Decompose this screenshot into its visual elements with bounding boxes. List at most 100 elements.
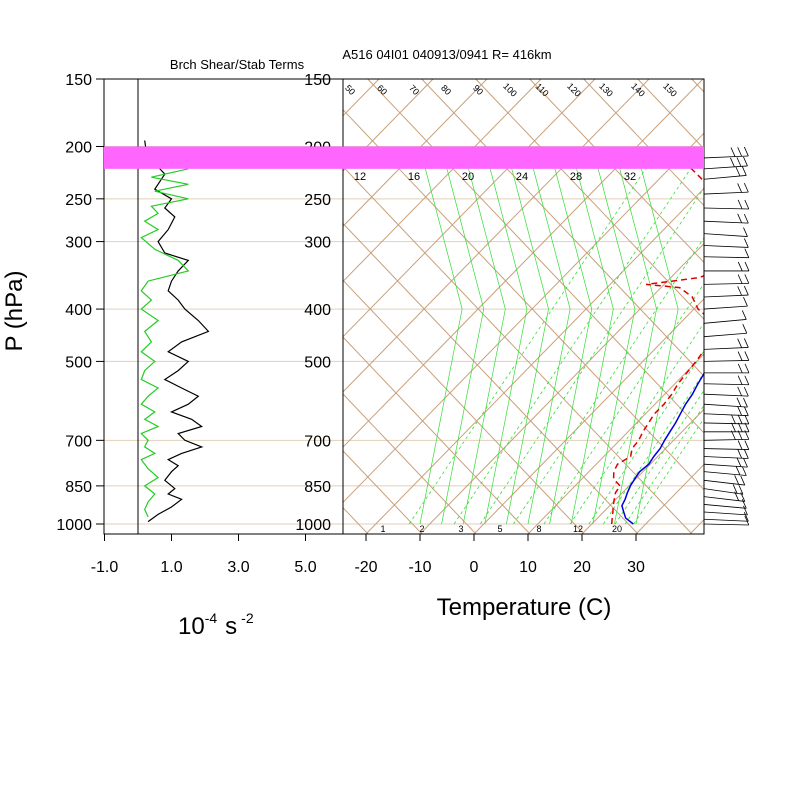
wind-barb-shaft bbox=[703, 463, 748, 468]
moist-adiabat-line bbox=[462, 146, 506, 525]
left-y-tick-label: 250 bbox=[65, 192, 92, 209]
mixing-ratio-label-bottom: 12 bbox=[573, 524, 583, 534]
wind-barb-feather bbox=[744, 430, 750, 440]
left-x-tick-labels: -1.0 1.0 3.0 5.0 bbox=[91, 534, 317, 576]
wind-barb-shaft bbox=[703, 488, 744, 495]
wind-barb-feather bbox=[744, 363, 750, 374]
mixing-ratio-line bbox=[588, 350, 704, 525]
dry-adiabat-line bbox=[343, 450, 423, 534]
moist-adiabat-line bbox=[505, 146, 549, 525]
left-y-tick-label: 850 bbox=[65, 479, 92, 496]
mixing-ratio-label-bottom: 3 bbox=[458, 524, 463, 534]
mixing-ratio-label-bottom: 1 bbox=[380, 524, 385, 534]
wind-barb-feather bbox=[743, 156, 748, 167]
wind-barb-shaft bbox=[703, 332, 747, 338]
skewt-panel: A516 04I01 040913/0941 R= 416km Temperat… bbox=[295, 47, 800, 621]
wind-barb-feather bbox=[744, 261, 750, 272]
mixing-ratio-label-top: 32 bbox=[624, 171, 636, 183]
left-y-tick-label: 300 bbox=[65, 235, 92, 252]
right-y-tick-label: 400 bbox=[304, 302, 331, 319]
wind-barb-shaft bbox=[703, 245, 749, 248]
theta-label: 60 bbox=[375, 83, 389, 97]
mixing-ratio-line bbox=[624, 404, 704, 525]
units-unit: s bbox=[225, 613, 237, 640]
wind-barb-feather bbox=[743, 146, 749, 157]
wind-barb-feather bbox=[743, 449, 749, 459]
moist-adiabat-line bbox=[591, 146, 636, 525]
wind-barb-feather bbox=[737, 274, 743, 284]
mixing-ratio-label-top: 20 bbox=[462, 171, 474, 183]
wind-barb-feather bbox=[743, 213, 749, 224]
theta-label: 80 bbox=[439, 83, 453, 97]
right-x-tick-label: -20 bbox=[354, 559, 377, 576]
left-y-tick-label: 150 bbox=[65, 72, 92, 89]
wind-barb-feather bbox=[737, 363, 743, 374]
wind-barb-feather bbox=[743, 505, 748, 516]
wind-barb-feather bbox=[744, 414, 750, 425]
temperature-profile-line bbox=[621, 372, 704, 525]
left-x-tick-label: 5.0 bbox=[294, 559, 316, 576]
right-x-tick-labels: -20 -10 0 10 20 30 bbox=[354, 534, 645, 576]
wind-barb-feather bbox=[737, 386, 743, 397]
wind-barb-feather bbox=[737, 422, 743, 432]
wind-barb-feather bbox=[737, 213, 743, 224]
isotherm-line bbox=[527, 353, 704, 534]
wind-barb-feather bbox=[735, 465, 741, 476]
moist-adiabat-line bbox=[548, 146, 593, 525]
wind-barb-feather bbox=[731, 422, 736, 432]
left-x-tick-label: 3.0 bbox=[227, 559, 249, 576]
wind-barb-feather bbox=[741, 166, 747, 176]
mixing-ratio-label-top: 12 bbox=[354, 171, 366, 183]
wind-barb-feather bbox=[743, 397, 748, 408]
left-y-tick-label: 500 bbox=[65, 354, 92, 371]
right-x-tick-label: 30 bbox=[627, 559, 645, 576]
right-y-tick-label: 850 bbox=[304, 479, 331, 496]
isotherm-line bbox=[419, 242, 704, 534]
wind-barb-shaft bbox=[703, 294, 749, 298]
wind-barb-feather bbox=[736, 157, 742, 167]
wind-barb-feather bbox=[737, 338, 743, 348]
wind-barb-shaft bbox=[703, 422, 749, 425]
wind-barb-feather bbox=[744, 375, 750, 385]
left-y-tick-label: 700 bbox=[65, 433, 92, 450]
wind-barb-shaft bbox=[703, 175, 747, 180]
wind-barb-shaft bbox=[703, 165, 748, 170]
wind-barb-feather bbox=[732, 484, 738, 494]
units-base-exponent: -4 bbox=[205, 610, 218, 626]
isotherm-line bbox=[581, 408, 704, 534]
right-y-tick-label: 250 bbox=[304, 192, 331, 209]
mixing-ratio-line bbox=[614, 389, 704, 525]
isotherm-line bbox=[744, 79, 800, 534]
right-x-tick-label: 0 bbox=[470, 559, 479, 576]
wind-barb-shaft bbox=[703, 518, 749, 522]
wind-barb-feather bbox=[741, 499, 747, 509]
wind-barb-shaft bbox=[703, 448, 749, 450]
theta-labels: 50 60 70 80 90 100 110 120 130 140 150 bbox=[343, 81, 679, 99]
mixing-ratio-line bbox=[453, 168, 691, 525]
theta-label: 120 bbox=[565, 81, 583, 99]
wind-barb-feather bbox=[744, 351, 750, 361]
wind-barb-feather bbox=[743, 227, 748, 237]
wind-barb-feather bbox=[734, 491, 740, 501]
wind-barb-feather bbox=[744, 199, 750, 210]
wind-barb-shaft bbox=[703, 347, 749, 350]
right-y-tick-label: 150 bbox=[304, 72, 331, 89]
wind-barb-feather bbox=[740, 475, 746, 486]
stability-series-line bbox=[140, 157, 192, 518]
dry-adiabat-line bbox=[343, 279, 585, 534]
units-label: 10-4 s -2 bbox=[178, 610, 254, 640]
right-y-tick-label: 700 bbox=[304, 433, 331, 450]
wind-barb-shaft bbox=[703, 207, 749, 210]
wind-barbs bbox=[703, 146, 750, 526]
wind-barb-feather bbox=[737, 414, 743, 424]
wind-barb-feather bbox=[744, 274, 750, 284]
wind-barb-feather bbox=[736, 397, 742, 407]
wind-barb-shaft bbox=[703, 319, 747, 324]
skewt-title: A516 04I01 040913/0941 R= 416km bbox=[342, 47, 551, 62]
right-y-tick-label: 1000 bbox=[295, 517, 331, 534]
wind-barb-feather bbox=[737, 351, 743, 361]
mixing-ratio-line bbox=[543, 282, 704, 525]
wind-barb-shaft bbox=[703, 511, 748, 516]
mixing-ratio-line bbox=[480, 187, 704, 525]
wind-barb-feather bbox=[741, 310, 747, 320]
